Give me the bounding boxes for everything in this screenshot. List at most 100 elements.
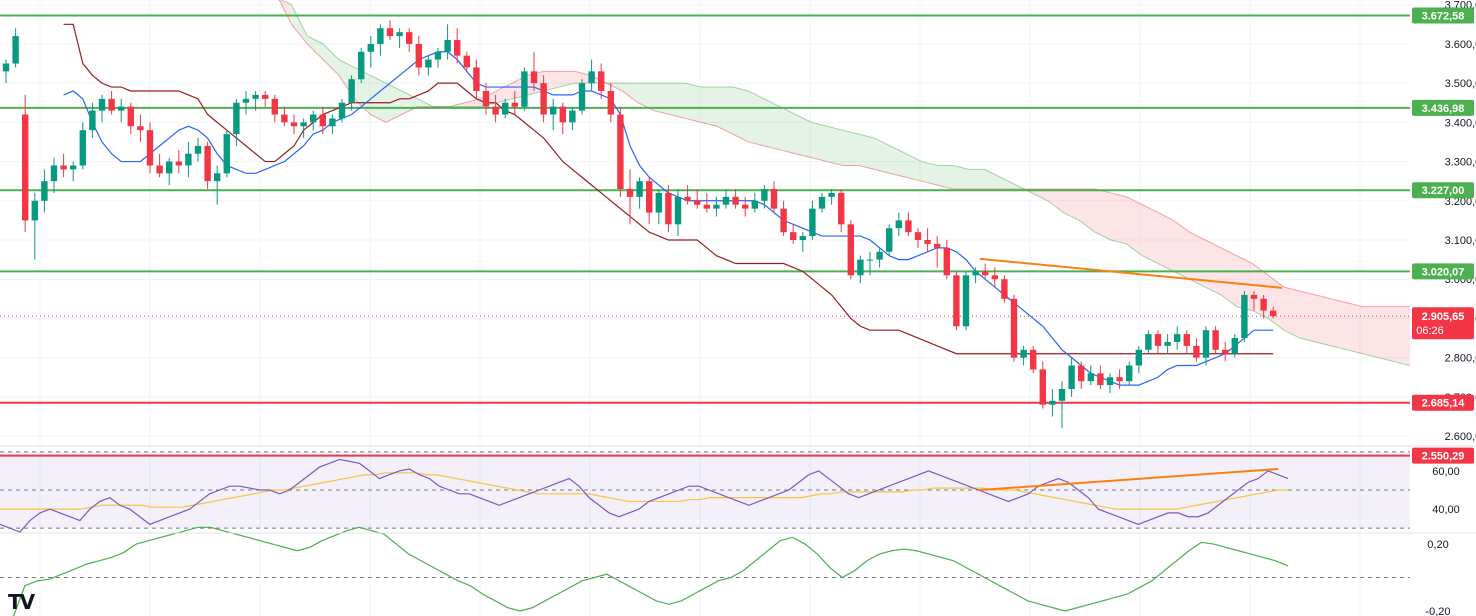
candle-body <box>175 161 182 166</box>
candle-body <box>271 98 278 115</box>
candle-body <box>1164 341 1171 346</box>
candle-body <box>22 114 29 221</box>
candle-body <box>732 196 739 205</box>
cloud-segment <box>1031 189 1410 366</box>
candle-body <box>118 106 125 111</box>
candle-body <box>2 63 10 72</box>
candle-body <box>626 189 634 197</box>
candle-body <box>742 204 749 209</box>
candle-body <box>1116 377 1123 382</box>
candle-body <box>1260 298 1267 311</box>
candle-body <box>329 118 336 127</box>
candle-body <box>598 71 605 91</box>
cloud-segment <box>606 83 1032 193</box>
rsi-line <box>0 458 1289 533</box>
cloud-segment <box>291 4 465 123</box>
candle-body <box>838 192 845 225</box>
candle-body <box>137 126 144 131</box>
candle-body <box>1068 365 1075 390</box>
candle-body <box>319 114 326 127</box>
candle-body <box>694 200 701 205</box>
candle-body <box>1222 349 1229 354</box>
price-tick-label: 3.700,00 <box>1445 0 1476 12</box>
price-badge-label: 2.685,14 <box>1422 398 1466 410</box>
candle-body <box>310 114 317 123</box>
candle-body <box>156 165 163 174</box>
candle-body <box>809 208 816 237</box>
candle-body <box>972 271 979 276</box>
price-badge-label: 3.020,07 <box>1422 266 1465 278</box>
candle-body <box>1145 334 1152 350</box>
candle-body <box>1154 334 1162 346</box>
candle-body <box>703 204 710 209</box>
candle-body <box>569 110 576 123</box>
candle-body <box>1241 294 1248 339</box>
candle-body <box>41 181 48 201</box>
candle-body <box>1106 377 1114 386</box>
candle-body <box>905 220 912 233</box>
candle-body <box>1270 310 1277 317</box>
candle-body <box>1087 373 1094 382</box>
candlesticks <box>2 20 1277 429</box>
price-tick-label: 3.600,00 <box>1445 39 1476 51</box>
candle-body <box>108 98 115 111</box>
candle-body <box>1058 389 1066 401</box>
candle-body <box>540 83 547 115</box>
candle-body <box>185 153 192 166</box>
candle-body <box>31 200 38 221</box>
candle-body <box>799 236 806 240</box>
candle-body <box>847 224 854 276</box>
candle-body <box>1010 298 1018 358</box>
candle-body <box>98 98 106 111</box>
candle-body <box>646 181 653 213</box>
price-axis[interactable]: 3.700,00 3.600,00 3.500,00 3.400,00 3.300,00… <box>1425 0 1476 616</box>
candle-body <box>857 259 864 276</box>
candle-body <box>780 208 787 233</box>
price-tick-label: 3.500,00 <box>1445 78 1476 90</box>
price-badge-label: 3.436,98 <box>1422 103 1465 115</box>
candle-body <box>492 106 499 115</box>
candle-body <box>60 165 67 170</box>
candle-body <box>1020 349 1027 358</box>
candle-body <box>1126 365 1133 382</box>
candle-body <box>454 40 461 56</box>
price-tick-label: 3.100,00 <box>1445 235 1476 247</box>
candle-body <box>1078 365 1085 382</box>
candle-body <box>607 90 614 115</box>
oscillator-panel <box>0 445 1476 616</box>
price-tick-label: 2.600,00 <box>1445 431 1476 443</box>
senkou-span-b <box>278 0 1410 308</box>
price-badge-label: 3.227,00 <box>1422 185 1465 197</box>
candle-body <box>1231 338 1238 354</box>
candle-body <box>751 200 758 209</box>
kijun-sen-line <box>63 23 1274 355</box>
candle-body <box>866 259 874 261</box>
support-resistance-levels <box>0 14 1410 457</box>
candle-body <box>953 275 960 327</box>
candle-body <box>636 181 643 197</box>
price-badge-label: 3.672,58 <box>1422 10 1465 22</box>
current-price-badge <box>1412 307 1474 340</box>
candle-body <box>415 43 422 68</box>
candle-body <box>828 192 835 197</box>
candle-body <box>1202 330 1210 358</box>
candle-body <box>262 94 269 99</box>
candle-body <box>50 165 58 182</box>
tradingview-logo[interactable]: TV <box>8 590 35 614</box>
candle-body <box>252 94 259 99</box>
candle-body <box>962 275 970 327</box>
candle-body <box>914 232 922 240</box>
candle-body <box>146 130 154 166</box>
candle-body <box>521 71 528 107</box>
price-tick-label: 3.400,00 <box>1445 117 1476 129</box>
grid-lines <box>0 0 1410 616</box>
candle-body <box>358 51 365 80</box>
candle-body <box>770 189 778 209</box>
candle-body <box>281 114 288 123</box>
candle-body <box>1097 373 1104 386</box>
candle-body <box>895 220 902 229</box>
rsi-tick-label: 40,00 <box>1432 504 1460 516</box>
price-trendline <box>979 257 1283 289</box>
candle-body <box>588 71 595 84</box>
